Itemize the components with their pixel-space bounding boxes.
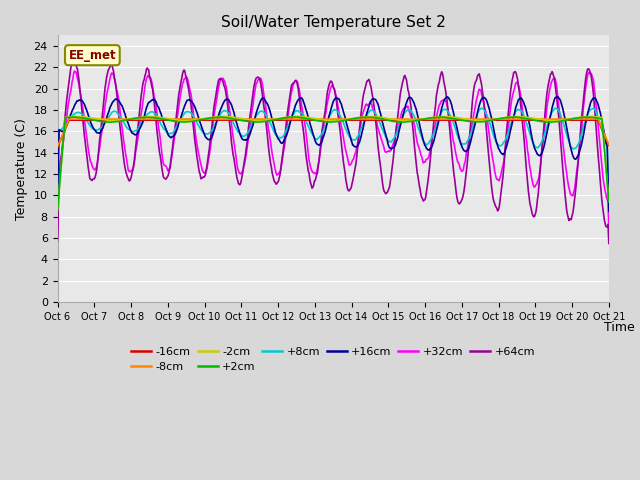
-16cm bbox=[333, 117, 340, 123]
X-axis label: Time: Time bbox=[604, 321, 636, 334]
+2cm bbox=[205, 115, 213, 121]
+32cm bbox=[121, 147, 129, 153]
-16cm bbox=[205, 117, 213, 123]
-16cm bbox=[63, 121, 71, 127]
+16cm bbox=[63, 120, 71, 125]
+8cm bbox=[120, 120, 128, 126]
-2cm bbox=[401, 118, 409, 123]
+2cm bbox=[177, 119, 184, 125]
Line: +2cm: +2cm bbox=[58, 117, 609, 210]
-8cm bbox=[605, 142, 612, 147]
+8cm bbox=[205, 130, 213, 136]
+64cm bbox=[54, 238, 61, 244]
+8cm bbox=[54, 196, 61, 202]
Line: +16cm: +16cm bbox=[58, 97, 609, 211]
+2cm bbox=[63, 114, 71, 120]
Line: -8cm: -8cm bbox=[58, 119, 609, 146]
-16cm bbox=[605, 143, 612, 148]
+16cm bbox=[54, 195, 61, 201]
-8cm bbox=[177, 116, 184, 122]
+32cm bbox=[54, 232, 61, 238]
-2cm bbox=[605, 198, 612, 204]
+2cm bbox=[401, 119, 409, 125]
+8cm bbox=[417, 131, 424, 136]
+32cm bbox=[206, 147, 214, 153]
-2cm bbox=[177, 118, 184, 123]
Line: +8cm: +8cm bbox=[58, 108, 609, 210]
+2cm bbox=[120, 118, 128, 123]
+16cm bbox=[205, 137, 213, 143]
+8cm bbox=[400, 111, 408, 117]
+32cm bbox=[63, 108, 71, 113]
-8cm bbox=[401, 116, 409, 122]
-16cm bbox=[177, 117, 184, 123]
-2cm bbox=[205, 115, 213, 120]
+8cm bbox=[63, 119, 71, 125]
Line: -16cm: -16cm bbox=[58, 120, 609, 147]
+64cm bbox=[206, 138, 214, 144]
+64cm bbox=[605, 240, 612, 246]
+64cm bbox=[417, 192, 425, 198]
+8cm bbox=[551, 105, 559, 111]
Line: +32cm: +32cm bbox=[58, 71, 609, 235]
+2cm bbox=[605, 199, 612, 204]
Legend: -16cm, -8cm, -2cm, +2cm, +8cm, +16cm, +32cm, +64cm: -16cm, -8cm, -2cm, +2cm, +8cm, +16cm, +3… bbox=[127, 342, 540, 376]
+16cm bbox=[554, 94, 561, 100]
Line: -2cm: -2cm bbox=[58, 116, 609, 210]
+64cm bbox=[70, 57, 77, 62]
-8cm bbox=[54, 144, 61, 149]
+16cm bbox=[417, 125, 424, 131]
-16cm bbox=[417, 117, 425, 123]
-2cm bbox=[54, 207, 61, 213]
+2cm bbox=[54, 207, 61, 213]
+64cm bbox=[177, 79, 185, 84]
+32cm bbox=[417, 152, 425, 158]
-2cm bbox=[218, 113, 226, 119]
+8cm bbox=[605, 207, 612, 213]
+16cm bbox=[400, 108, 408, 114]
-8cm bbox=[206, 116, 214, 122]
-16cm bbox=[401, 117, 409, 123]
+64cm bbox=[121, 165, 129, 170]
-16cm bbox=[120, 117, 128, 123]
Text: EE_met: EE_met bbox=[68, 48, 116, 61]
-8cm bbox=[63, 120, 71, 126]
+32cm bbox=[401, 106, 409, 112]
-2cm bbox=[120, 117, 128, 122]
+8cm bbox=[177, 117, 184, 123]
-8cm bbox=[120, 116, 128, 122]
-8cm bbox=[184, 116, 192, 122]
+2cm bbox=[417, 117, 425, 122]
-2cm bbox=[417, 117, 425, 122]
Y-axis label: Temperature (C): Temperature (C) bbox=[15, 118, 28, 220]
-8cm bbox=[417, 116, 425, 122]
+64cm bbox=[401, 72, 409, 78]
+2cm bbox=[290, 114, 298, 120]
+32cm bbox=[177, 89, 185, 95]
+16cm bbox=[120, 109, 128, 115]
+64cm bbox=[63, 91, 71, 96]
-16cm bbox=[54, 144, 61, 150]
Line: +64cm: +64cm bbox=[58, 60, 609, 243]
+16cm bbox=[177, 117, 184, 122]
-2cm bbox=[63, 114, 71, 120]
+16cm bbox=[605, 208, 612, 214]
Title: Soil/Water Temperature Set 2: Soil/Water Temperature Set 2 bbox=[221, 15, 445, 30]
+32cm bbox=[605, 226, 612, 231]
+32cm bbox=[70, 68, 78, 74]
